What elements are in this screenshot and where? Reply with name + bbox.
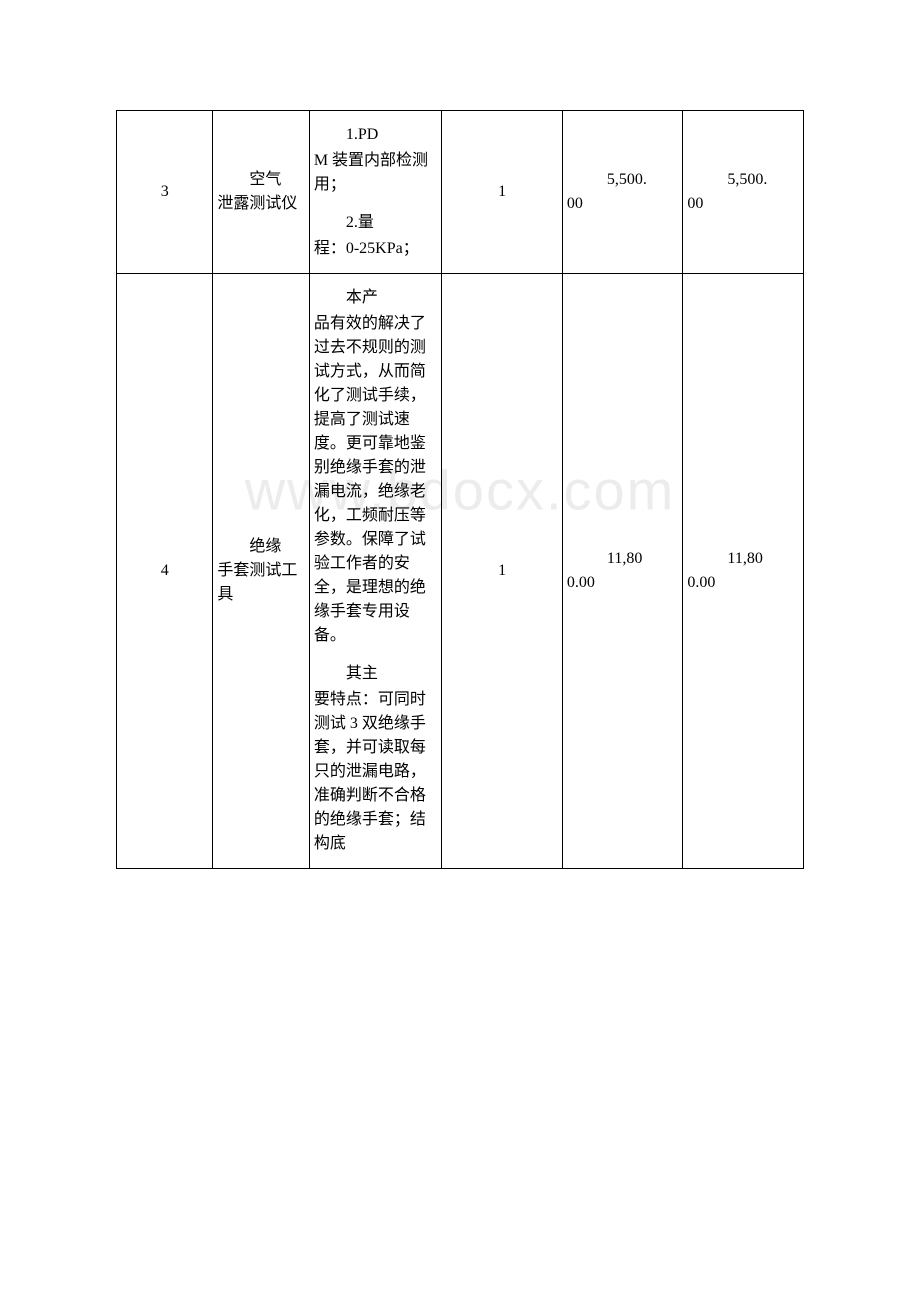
name-rest: 手套测试工具 [217,562,297,603]
desc-rest1: M 装置内部检测用； [314,152,428,193]
quantity-value: 1 [498,562,506,579]
total-frac: 00 [687,192,799,216]
cell-total: 11,80 0.00 [683,274,804,869]
cell-index: 4 [117,274,213,869]
index-value: 4 [161,562,169,579]
total-int: 5,500. [687,168,799,192]
name-line1: 空气 [217,168,302,192]
desc-rest2: 程：0-25KPa； [314,240,419,257]
price-int: 11,80 [567,547,679,571]
price-frac: 0.00 [567,571,679,595]
cell-description: 本产 品有效的解决了过去不规则的测试方式，从而简化了测试手续，提高了测试速度。更… [309,274,442,869]
cell-unit-price: 5,500. 00 [562,111,683,274]
desc-rest1: 品有效的解决了过去不规则的测试方式，从而简化了测试手续，提高了测试速度。更可靠地… [314,315,426,644]
table-row: 3 空气 泄露测试仪 1.PD M 装置内部检测用； 2.量 程：0-25KPa… [117,111,804,274]
total-int: 11,80 [687,547,799,571]
desc-rest2: 要特点：可同时测试 3 双绝缘手套，并可读取每只的泄漏电路，准确判断不合格的绝缘… [314,691,426,852]
quantity-value: 1 [498,183,506,200]
name-rest: 泄露测试仪 [217,195,297,212]
total-frac: 0.00 [687,571,799,595]
equipment-table: 3 空气 泄露测试仪 1.PD M 装置内部检测用； 2.量 程：0-25KPa… [116,110,804,869]
cell-unit-price: 11,80 0.00 [562,274,683,869]
desc-line2: 2.量 [314,211,436,235]
index-value: 3 [161,183,169,200]
cell-quantity: 1 [442,274,563,869]
cell-description: 1.PD M 装置内部检测用； 2.量 程：0-25KPa； [309,111,442,274]
cell-total: 5,500. 00 [683,111,804,274]
desc-line2: 其主 [314,662,436,686]
name-line1: 绝缘 [217,535,302,559]
table-row: 4 绝缘 手套测试工具 本产 品有效的解决了过去不规则的测试方式，从而简化了测试… [117,274,804,869]
cell-index: 3 [117,111,213,274]
cell-name: 空气 泄露测试仪 [213,111,309,274]
cell-name: 绝缘 手套测试工具 [213,274,309,869]
price-frac: 00 [567,192,679,216]
cell-quantity: 1 [442,111,563,274]
desc-line1: 本产 [314,286,436,310]
desc-line1: 1.PD [314,123,436,147]
price-int: 5,500. [567,168,679,192]
